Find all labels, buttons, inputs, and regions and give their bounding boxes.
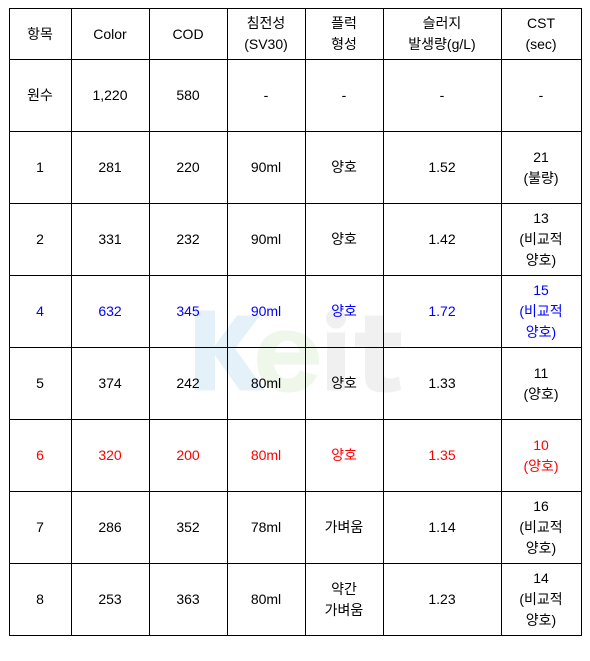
table-cell: 320 (71, 420, 149, 492)
table-cell: 1.35 (383, 420, 501, 492)
data-table: 항목 Color COD 침전성(SV30) 플럭형성 슬러지발생량(g/L) … (9, 8, 582, 636)
table-cell: 4 (9, 276, 71, 348)
table-cell: 양호 (305, 420, 383, 492)
col-header: COD (149, 9, 227, 60)
table-cell: 가벼움 (305, 492, 383, 564)
col-header: 플럭형성 (305, 9, 383, 60)
table-cell: 80ml (227, 564, 305, 636)
table-cell: 원수 (9, 60, 71, 132)
table-cell: 14(비교적양호) (501, 564, 581, 636)
table-cell: 1,220 (71, 60, 149, 132)
table-cell: 352 (149, 492, 227, 564)
table-cell: - (305, 60, 383, 132)
table-row: 463234590ml양호1.7215(비교적양호) (9, 276, 581, 348)
table-cell: 363 (149, 564, 227, 636)
table-row: 233123290ml양호1.4213(비교적양호) (9, 204, 581, 276)
table-cell: 632 (71, 276, 149, 348)
table-cell: 1.14 (383, 492, 501, 564)
table-cell: 1 (9, 132, 71, 204)
col-header: 침전성(SV30) (227, 9, 305, 60)
table-cell: - (383, 60, 501, 132)
table-cell: 331 (71, 204, 149, 276)
table-row: 537424280ml양호1.3311(양호) (9, 348, 581, 420)
table-cell: 1.23 (383, 564, 501, 636)
table-cell: 1.52 (383, 132, 501, 204)
table-cell: 양호 (305, 348, 383, 420)
table-cell: - (501, 60, 581, 132)
table-cell: 1.42 (383, 204, 501, 276)
table-cell: 580 (149, 60, 227, 132)
table-cell: 13(비교적양호) (501, 204, 581, 276)
col-header: CST(sec) (501, 9, 581, 60)
table-cell: 21(불량) (501, 132, 581, 204)
col-header: Color (71, 9, 149, 60)
table-cell: 7 (9, 492, 71, 564)
table-cell: 90ml (227, 132, 305, 204)
table-cell: 1.33 (383, 348, 501, 420)
table-cell: 10(양호) (501, 420, 581, 492)
table-cell: 374 (71, 348, 149, 420)
table-cell: 80ml (227, 348, 305, 420)
table-cell: 6 (9, 420, 71, 492)
table-body: 원수1,220580----128122090ml양호1.5221(불량)233… (9, 60, 581, 636)
table-row: 128122090ml양호1.5221(불량) (9, 132, 581, 204)
table-cell: - (227, 60, 305, 132)
table-cell: 90ml (227, 276, 305, 348)
table-cell: 253 (71, 564, 149, 636)
table-row: 728635278ml가벼움1.1416(비교적양호) (9, 492, 581, 564)
table-row: 632020080ml양호1.3510(양호) (9, 420, 581, 492)
table-cell: 90ml (227, 204, 305, 276)
table-cell: 1.72 (383, 276, 501, 348)
table-cell: 220 (149, 132, 227, 204)
table-cell: 200 (149, 420, 227, 492)
col-header: 슬러지발생량(g/L) (383, 9, 501, 60)
table-header: 항목 Color COD 침전성(SV30) 플럭형성 슬러지발생량(g/L) … (9, 9, 581, 60)
table-cell: 양호 (305, 204, 383, 276)
table-cell: 5 (9, 348, 71, 420)
table-row: 원수1,220580---- (9, 60, 581, 132)
table-cell: 232 (149, 204, 227, 276)
table-cell: 78ml (227, 492, 305, 564)
table-row: 825336380ml약간가벼움1.2314(비교적양호) (9, 564, 581, 636)
table-cell: 15(비교적양호) (501, 276, 581, 348)
table-cell: 양호 (305, 276, 383, 348)
table-cell: 약간가벼움 (305, 564, 383, 636)
table-cell: 11(양호) (501, 348, 581, 420)
col-header: 항목 (9, 9, 71, 60)
table-cell: 80ml (227, 420, 305, 492)
table-cell: 2 (9, 204, 71, 276)
table-cell: 345 (149, 276, 227, 348)
table-cell: 양호 (305, 132, 383, 204)
table-cell: 242 (149, 348, 227, 420)
table-cell: 286 (71, 492, 149, 564)
table-cell: 281 (71, 132, 149, 204)
table-cell: 8 (9, 564, 71, 636)
table-cell: 16(비교적양호) (501, 492, 581, 564)
